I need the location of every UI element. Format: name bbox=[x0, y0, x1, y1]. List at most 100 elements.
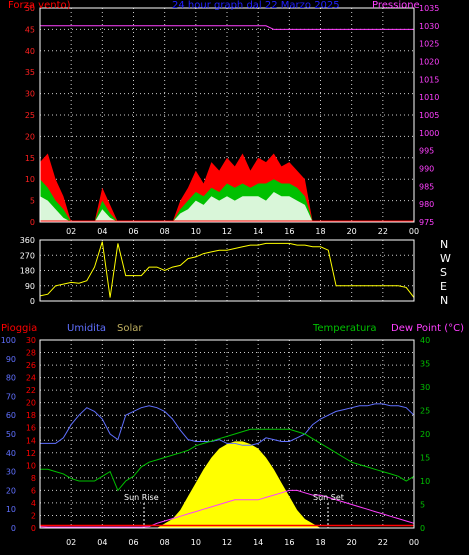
wind-ytick-label: 15 bbox=[25, 154, 35, 163]
wind-ytick-label: 40 bbox=[25, 47, 35, 56]
temperature-label: Temperatura bbox=[312, 323, 377, 334]
climate-xtick-label: 22 bbox=[378, 538, 388, 547]
rain-ytick-label: 14 bbox=[26, 436, 36, 445]
rain-ytick-label: 22 bbox=[26, 386, 36, 395]
compass-label: N bbox=[440, 294, 448, 307]
temperature-ytick-label: 5 bbox=[420, 501, 425, 510]
compass-label: S bbox=[440, 266, 447, 279]
humidity-ytick-label: 40 bbox=[6, 449, 16, 458]
direction-frame bbox=[39, 239, 415, 302]
rain-ytick-label: 28 bbox=[26, 349, 36, 358]
sunrise-label: Sun Rise bbox=[124, 493, 159, 502]
direction-ytick-label: 360 bbox=[20, 236, 35, 245]
temperature-ytick-label: 35 bbox=[420, 360, 430, 369]
wind-ytick-label: 20 bbox=[25, 132, 35, 141]
pressure-ytick-label: 975 bbox=[419, 218, 434, 227]
temperature-ytick-label: 20 bbox=[420, 430, 430, 439]
climate-xtick-label: 06 bbox=[128, 538, 138, 547]
wind-xtick-label: 00 bbox=[409, 227, 419, 236]
rain-ytick-label: 26 bbox=[26, 361, 36, 370]
humidity-line bbox=[40, 403, 415, 446]
wind-xtick-label: 04 bbox=[97, 227, 107, 236]
humidity-label: Umidita bbox=[67, 323, 106, 334]
temperature-ytick-label: 15 bbox=[420, 454, 430, 463]
humidity-ytick-label: 20 bbox=[6, 486, 16, 495]
humidity-ytick-label: 10 bbox=[6, 505, 16, 514]
rain-ytick-label: 0 bbox=[31, 524, 36, 533]
climate-xtick-label: 02 bbox=[66, 538, 76, 547]
graph-title: 24 hour graph dal 22 Marzo 2025 bbox=[172, 0, 340, 11]
wind-ytick-label: 25 bbox=[25, 111, 35, 120]
wind-min-area bbox=[40, 192, 414, 222]
rain-ytick-label: 4 bbox=[31, 499, 36, 508]
rain-label: Pioggia bbox=[1, 323, 37, 334]
pressure-ytick-label: 1015 bbox=[419, 75, 439, 84]
temperature-ytick-label: 30 bbox=[420, 383, 430, 392]
dewpoint-line bbox=[39, 489, 415, 528]
pressure-ytick-label: 1000 bbox=[419, 129, 439, 138]
humidity-ytick-label: 0 bbox=[11, 524, 16, 533]
wind-xtick-label: 20 bbox=[347, 227, 357, 236]
wind-ytick-label: 10 bbox=[25, 175, 35, 184]
pressure-ytick-label: 1010 bbox=[419, 93, 439, 102]
pressure-ytick-label: 1005 bbox=[419, 111, 439, 120]
temperature-ytick-label: 40 bbox=[420, 336, 430, 345]
wind-ytick-label: 0 bbox=[30, 218, 35, 227]
rain-ytick-label: 12 bbox=[26, 449, 36, 458]
climate-xtick-label: 18 bbox=[315, 538, 325, 547]
rain-ytick-label: 16 bbox=[26, 424, 36, 433]
wind-xtick-label: 16 bbox=[284, 227, 294, 236]
wind-ytick-label: 5 bbox=[30, 197, 35, 206]
direction-ytick-label: 180 bbox=[20, 267, 35, 276]
wind-ytick-label: 50 bbox=[25, 4, 35, 13]
pressure-line bbox=[40, 25, 414, 30]
sunset-label: Sun Set bbox=[313, 493, 344, 502]
rain-ytick-label: 20 bbox=[26, 399, 36, 408]
temperature-line bbox=[40, 428, 415, 492]
climate-xtick-label: 04 bbox=[97, 538, 107, 547]
wind-label: Forza vento) bbox=[8, 0, 71, 11]
rain-ytick-label: 24 bbox=[26, 374, 36, 383]
wind-frame bbox=[39, 7, 415, 223]
humidity-ytick-label: 60 bbox=[6, 411, 16, 420]
wind-ytick-label: 35 bbox=[25, 68, 35, 77]
compass-label: E bbox=[440, 280, 447, 293]
solar-area bbox=[40, 441, 414, 528]
humidity-ytick-label: 90 bbox=[6, 355, 16, 364]
rain-ytick-label: 8 bbox=[31, 474, 36, 483]
wind-xtick-label: 12 bbox=[222, 227, 232, 236]
temperature-ytick-label: 0 bbox=[420, 524, 425, 533]
wind-xtick-label: 08 bbox=[160, 227, 170, 236]
wind-ytick-label: 45 bbox=[25, 25, 35, 34]
rain-ytick-label: 18 bbox=[26, 411, 36, 420]
compass-label: W bbox=[440, 252, 451, 265]
rain-ytick-label: 10 bbox=[26, 461, 36, 470]
rain-ytick-label: 2 bbox=[31, 511, 36, 520]
direction-ytick-label: 90 bbox=[25, 282, 35, 291]
wind-xtick-label: 10 bbox=[191, 227, 201, 236]
climate-xtick-label: 14 bbox=[253, 538, 263, 547]
humidity-ytick-label: 80 bbox=[6, 374, 16, 383]
direction-line bbox=[39, 241, 415, 298]
climate-xtick-label: 12 bbox=[222, 538, 232, 547]
humidity-ytick-label: 50 bbox=[6, 430, 16, 439]
humidity-ytick-label: 30 bbox=[6, 468, 16, 477]
humidity-ytick-label: 100 bbox=[1, 336, 16, 345]
rain-ytick-label: 6 bbox=[31, 486, 36, 495]
climate-xtick-label: 20 bbox=[347, 538, 357, 547]
pressure-label: Pressione bbox=[372, 0, 420, 11]
dewpoint-label: Dew Point (°C) bbox=[391, 323, 464, 334]
pressure-ytick-label: 985 bbox=[419, 182, 434, 191]
climate-frame bbox=[39, 339, 415, 529]
pressure-ytick-label: 1025 bbox=[419, 40, 439, 49]
wind-xtick-label: 06 bbox=[128, 227, 138, 236]
pressure-ytick-label: 1030 bbox=[419, 22, 439, 31]
direction-ytick-label: 270 bbox=[20, 251, 35, 260]
wind-xtick-label: 14 bbox=[253, 227, 263, 236]
climate-xtick-label: 10 bbox=[191, 538, 201, 547]
wind-ytick-label: 30 bbox=[25, 90, 35, 99]
climate-xtick-label: 08 bbox=[160, 538, 170, 547]
